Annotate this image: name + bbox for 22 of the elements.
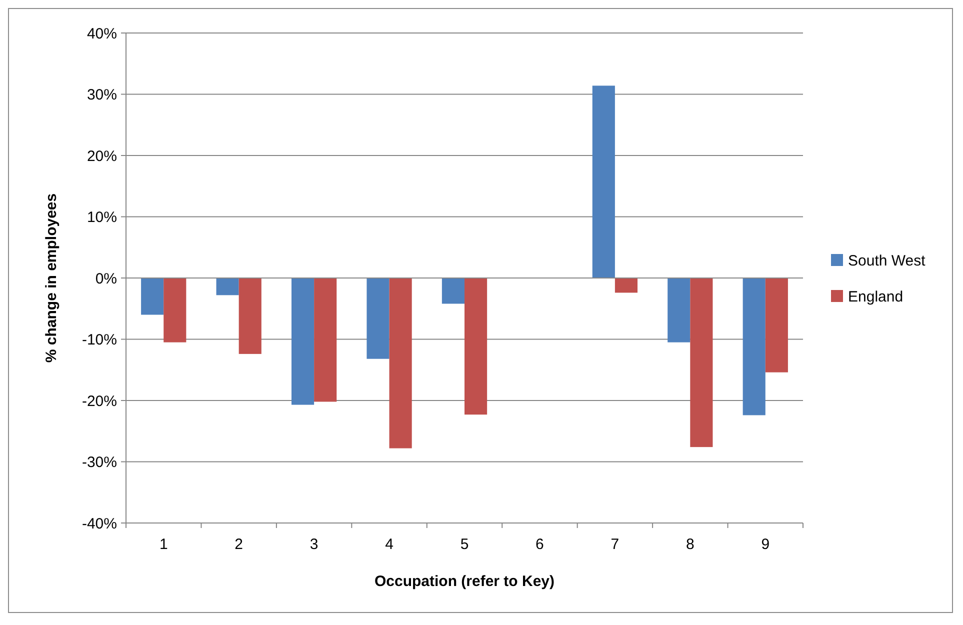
x-tick-label: 9	[761, 536, 770, 553]
legend-label: South West	[848, 252, 926, 270]
x-tick-label: 4	[385, 536, 394, 553]
x-tick-label: 7	[610, 536, 620, 553]
y-tick-label: 10%	[86, 209, 117, 226]
y-tick-label: -10%	[82, 332, 117, 348]
y-tick-label: 20%	[86, 148, 117, 165]
x-tick-label: 1	[159, 536, 168, 553]
x-tick-label: 2	[234, 536, 244, 553]
x-tick-label: 6	[536, 536, 544, 553]
y-tick-label: 30%	[86, 86, 117, 104]
y-tick-label: 40%	[86, 25, 117, 42]
x-tick-label: 8	[686, 536, 694, 553]
legend-label: England	[848, 288, 904, 306]
x-tick-label: 5	[460, 536, 469, 553]
y-tick-label: -40%	[82, 515, 117, 532]
y-axis-title: % change in employees	[43, 193, 60, 363]
y-tick-label: 0%	[95, 270, 117, 288]
y-tick-label: -20%	[82, 392, 117, 410]
x-axis-title: Occupation (refer to Key)	[374, 573, 555, 590]
x-tick-label: 3	[310, 536, 318, 553]
y-tick-label: -30%	[82, 454, 117, 471]
